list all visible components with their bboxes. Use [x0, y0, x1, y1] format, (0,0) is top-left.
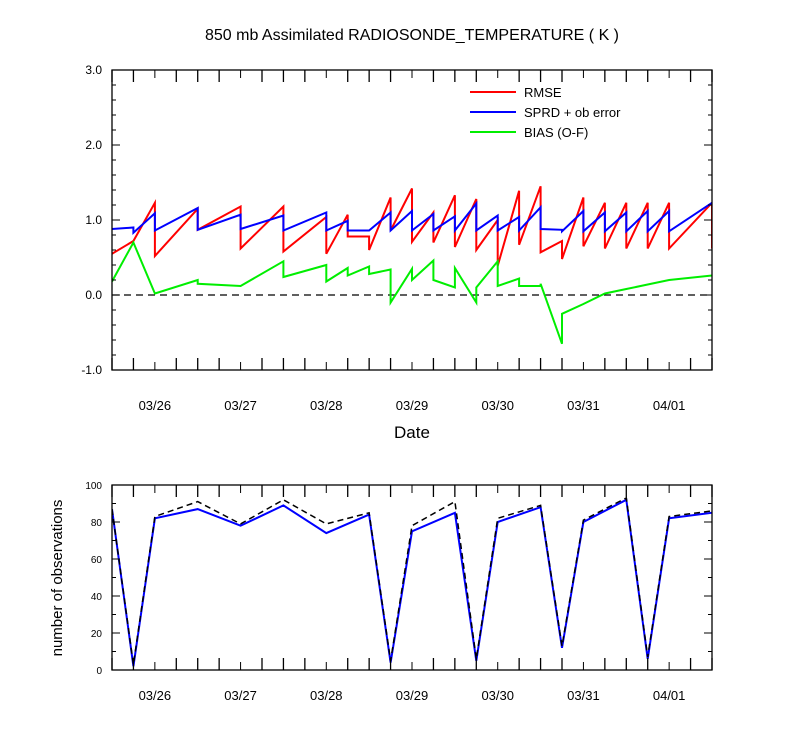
y-tick-label: 0 [96, 666, 102, 677]
y-tick-label: 1.0 [85, 213, 102, 227]
legend-label-2: BIAS (O-F) [524, 125, 588, 140]
x-tick-label: 03/30 [481, 398, 514, 413]
legend-label-0: RMSE [524, 85, 562, 100]
x-tick-label: 03/26 [139, 688, 172, 703]
x-axis-label: Date [394, 423, 430, 442]
series-line-2 [112, 240, 712, 345]
x-tick-label: 03/29 [396, 688, 429, 703]
plot-frame [111, 484, 713, 671]
x-tick-label: 03/29 [396, 398, 429, 413]
y-tick-label: 40 [91, 592, 103, 603]
x-tick-label: 03/31 [567, 688, 600, 703]
x-tick-label: 03/28 [310, 688, 343, 703]
legend-label-1: SPRD + ob error [524, 105, 621, 120]
x-tick-label: 03/27 [224, 398, 257, 413]
y-tick-label: 3.0 [85, 63, 102, 77]
x-tick-label: 03/28 [310, 398, 343, 413]
y-axis-label-bottom: number of observations [49, 500, 66, 657]
chart-title: 850 mb Assimilated RADIOSONDE_TEMPERATUR… [205, 27, 619, 44]
series-line-1 [112, 200, 712, 236]
series-line-1 [112, 496, 712, 665]
x-tick-label: 03/26 [139, 398, 172, 413]
y-tick-label: -1.0 [81, 363, 102, 377]
top-plot-area: -1.0 0.0 1.0 2.0 3.0 03/26 03/27 03/28 03/29 03/3… [81, 63, 713, 413]
bottom-plot-area: 0 20 40 60 80 100 03/26 03/27 03/28 03/29 03/30 03/… [85, 481, 713, 703]
y-tick-label: 80 [91, 518, 103, 529]
x-tick-label: 03/30 [481, 688, 514, 703]
y-tick-label: 100 [85, 481, 102, 492]
series-line-0 [112, 498, 712, 667]
x-tick-label: 03/31 [567, 398, 600, 413]
x-tick-label: 03/27 [224, 688, 257, 703]
y-tick-label: 20 [91, 629, 103, 640]
y-tick-label: 60 [91, 555, 103, 566]
y-tick-label: 2.0 [85, 138, 102, 152]
y-tick-label: 0.0 [85, 288, 102, 302]
x-tick-label: 04/01 [653, 688, 686, 703]
x-tick-label: 04/01 [653, 398, 686, 413]
